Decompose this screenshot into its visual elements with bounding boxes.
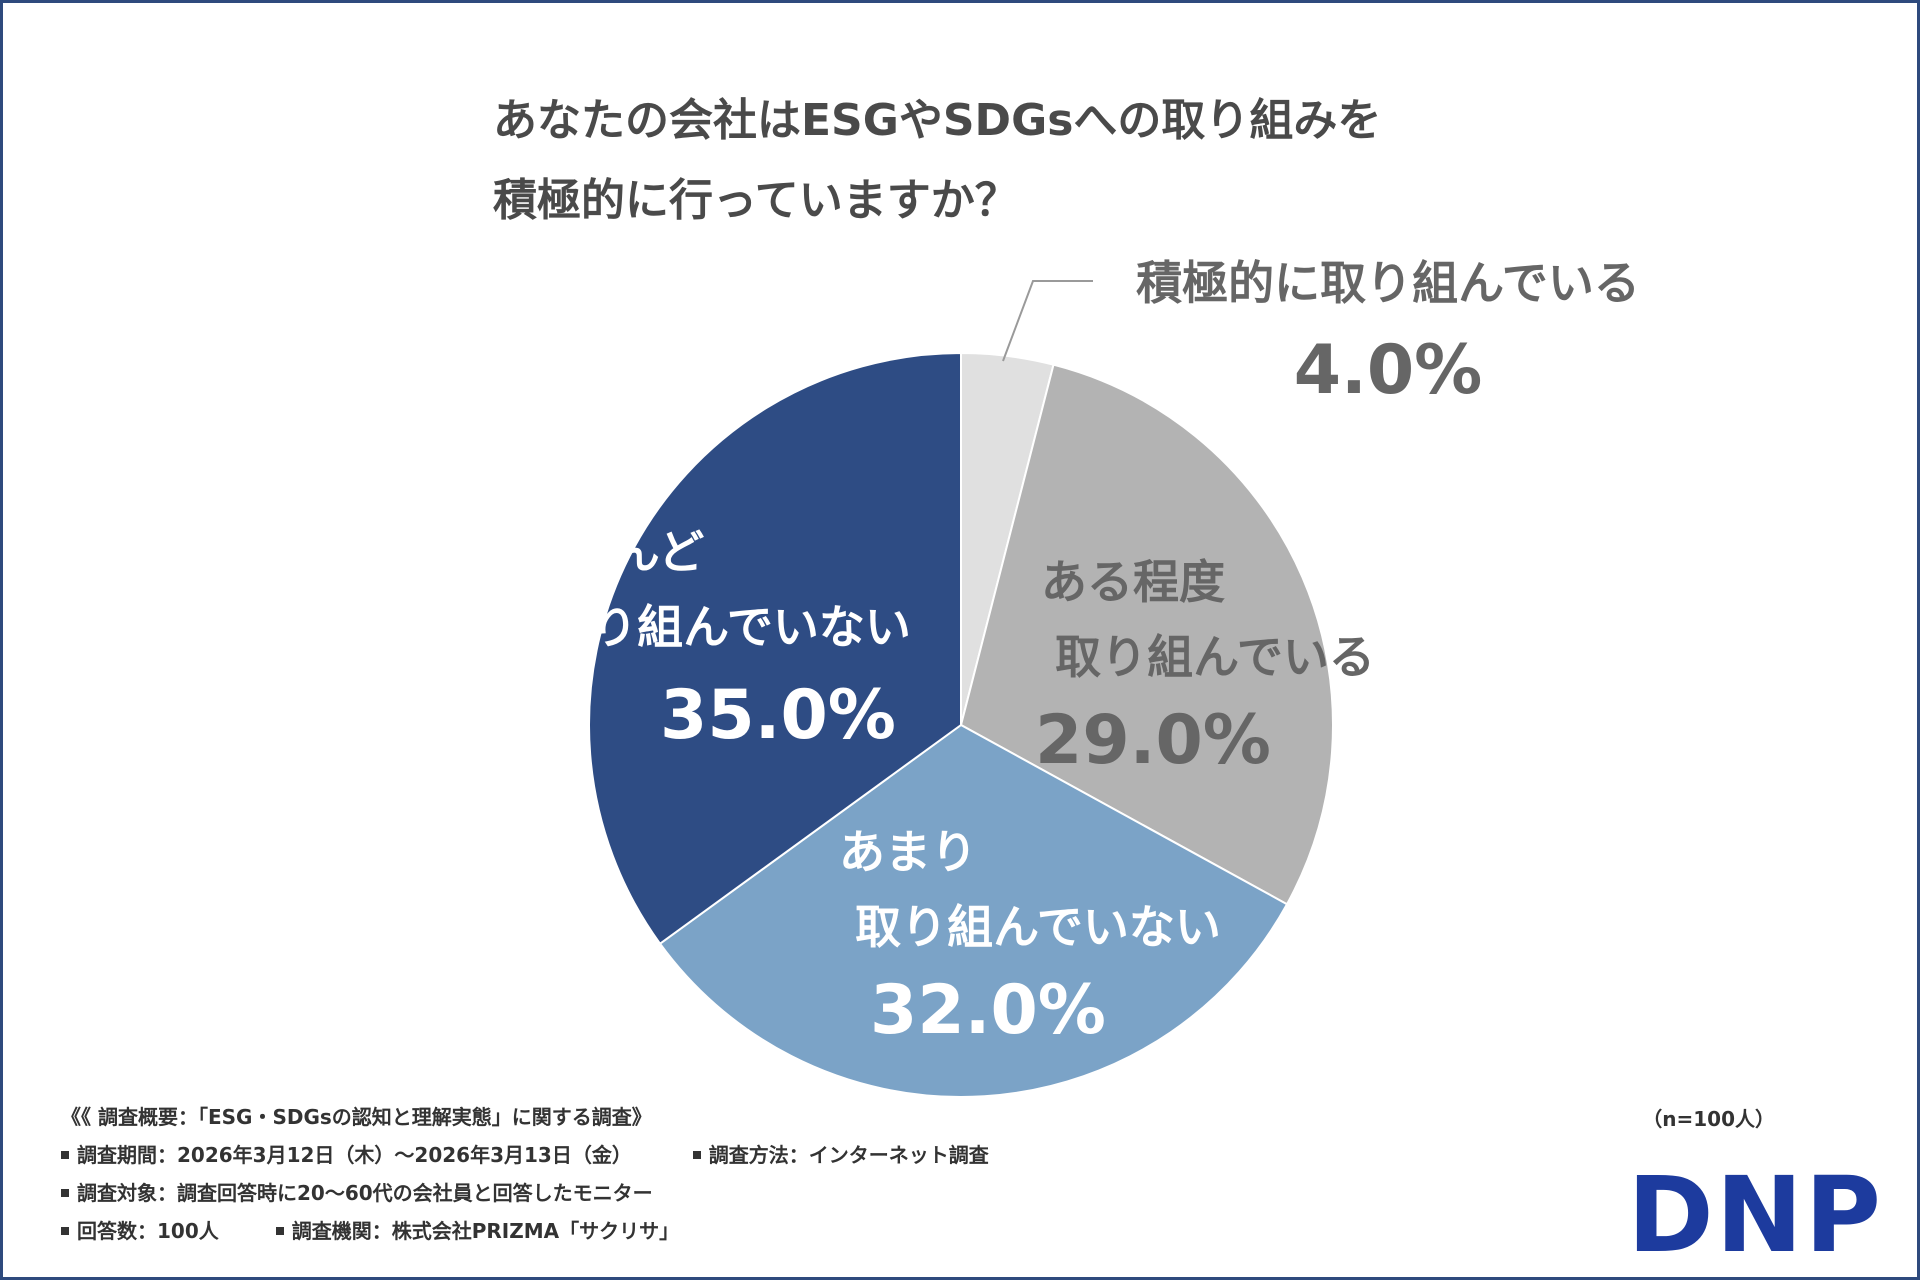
slice-label-hardly-line-1: ほとんど	[522, 525, 705, 579]
slice-label-hardly-line-2: 取り組んでいない	[545, 600, 911, 654]
footer-responses: 回答数：100人	[61, 1215, 219, 1244]
footer-method-text: 調査方法：インターネット調査	[708, 1143, 989, 1167]
slice-value-not-much: 32.0%	[870, 971, 1106, 1050]
footer-period-text: 調査期間：2026年3月12日（木）〜2026年3月13日（金）	[77, 1143, 632, 1167]
footer-heading: 《《 調査概要：「ESG・SDGsの認知と理解実態」に関する調査》	[61, 1101, 652, 1130]
slice-label-somewhat-line-1: ある程度	[1041, 555, 1225, 609]
slice-value-hardly: 35.0%	[660, 676, 896, 755]
leader-line	[1002, 280, 1093, 362]
pie-slice-hardly	[588, 351, 962, 946]
bullet-square-icon	[61, 1226, 69, 1235]
footer-row-3: 回答数：100人 調査機関：株式会社PRIZMA「サクリサ」	[61, 1215, 679, 1244]
bullet-square-icon	[275, 1226, 284, 1235]
dnp-logo: DNP	[1627, 1154, 1883, 1276]
slice-label-active: 積極的に取り組んでいる	[1136, 256, 1640, 310]
footer-row-1: 調査期間：2026年3月12日（木）〜2026年3月13日（金） 調査方法：イン…	[61, 1139, 989, 1168]
pie-chart: 積極的に取り組んでいる 4.0% ある程度 取り組んでいる 29.0% あまり …	[522, 256, 1640, 1099]
footer-row-2: 調査対象：調査回答時に20〜60代の会社員と回答したモニター	[61, 1177, 653, 1206]
slice-label-not-much-line-1: あまり	[839, 825, 977, 879]
bullet-square-icon	[61, 1150, 69, 1159]
footer-responses-text: 回答数：100人	[77, 1219, 219, 1243]
chart-title: あなたの会社はESGやSDGsへの取り組みを 積極的に行っていますか？	[493, 81, 1493, 241]
footer-target-text: 調査対象：調査回答時に20〜60代の会社員と回答したモニター	[77, 1181, 653, 1205]
footer-heading-text: 《《 調査概要：「ESG・SDGsの認知と理解実態」に関する調査》	[61, 1105, 652, 1129]
slice-value-somewhat: 29.0%	[1035, 701, 1271, 780]
footer-period: 調査期間：2026年3月12日（木）〜2026年3月13日（金）	[61, 1139, 632, 1168]
footer-target: 調査対象：調査回答時に20〜60代の会社員と回答したモニター	[61, 1177, 653, 1206]
chart-title-line-1: あなたの会社はESGやSDGsへの取り組みを	[493, 95, 1382, 146]
slice-label-not-much-line-2: 取り組んでいない	[855, 900, 1221, 954]
footer-method: 調査方法：インターネット調査	[692, 1139, 989, 1168]
pie-slice-not-much	[658, 723, 1289, 1099]
chart-title-line-2: 積極的に行っていますか？	[493, 175, 1019, 226]
pie-slice-somewhat	[959, 363, 1334, 906]
slice-value-active: 4.0%	[1294, 331, 1483, 410]
footer-agency: 調査機関：株式会社PRIZMA「サクリサ」	[275, 1215, 680, 1244]
bullet-square-icon	[692, 1150, 701, 1159]
sample-size: （n=100人）	[1642, 1107, 1775, 1131]
bullet-square-icon	[61, 1188, 69, 1197]
footer-agency-text: 調査機関：株式会社PRIZMA「サクリサ」	[291, 1219, 680, 1243]
slice-label-somewhat-line-2: 取り組んでいる	[1055, 630, 1375, 684]
